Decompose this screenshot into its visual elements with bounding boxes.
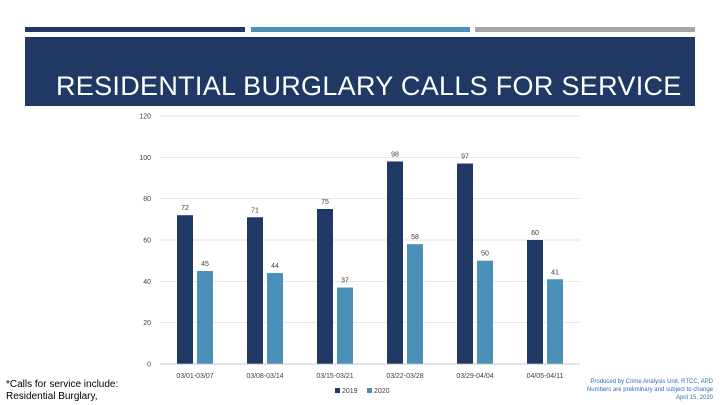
top-stripe-right xyxy=(475,27,695,32)
y-tick-label: 80 xyxy=(143,196,151,203)
y-tick-label: 20 xyxy=(143,320,151,327)
page-title: RESIDENTIAL BURGLARY CALLS FOR SERVICE xyxy=(56,71,682,101)
x-tick-label: 03/29-04/04 xyxy=(456,373,493,380)
bar-2019 xyxy=(387,161,403,364)
credits: Produced by Crime Analysis Unit, RTCC, A… xyxy=(587,378,713,402)
y-tick-label: 100 xyxy=(139,155,151,162)
bar-2020 xyxy=(337,287,353,364)
credit-line-1: Produced by Crime Analysis Unit, RTCC, A… xyxy=(590,379,713,385)
bar-2019 xyxy=(177,215,193,364)
x-tick-label: 03/01-03/07 xyxy=(176,373,213,380)
footnote-line-2: Residential Burglary, xyxy=(6,391,98,402)
data-label: 98 xyxy=(391,151,399,158)
bar-2020 xyxy=(547,279,563,364)
data-label: 71 xyxy=(251,207,259,214)
data-label: 60 xyxy=(531,230,539,237)
data-label: 41 xyxy=(551,269,559,276)
data-label: 44 xyxy=(271,263,279,270)
top-stripe-left xyxy=(25,27,245,32)
data-label: 72 xyxy=(181,205,189,212)
y-tick-label: 120 xyxy=(139,114,151,121)
title-banner: RESIDENTIAL BURGLARY CALLS FOR SERVICE xyxy=(25,37,695,106)
credit-line-3: April 15, 2020 xyxy=(675,395,713,401)
data-label: 58 xyxy=(411,234,419,241)
data-label: 50 xyxy=(481,251,489,258)
x-tick-label: 03/15-03/21 xyxy=(316,373,353,380)
bar-2019 xyxy=(317,209,333,364)
legend-swatch-2020 xyxy=(367,388,372,393)
y-tick-label: 0 xyxy=(147,362,151,369)
credit-line-2: Numbers are preliminary and subject to c… xyxy=(586,387,713,393)
y-tick-label: 40 xyxy=(143,279,151,286)
legend-label: 2020 xyxy=(374,388,390,395)
data-label: 97 xyxy=(461,154,469,161)
data-label: 75 xyxy=(321,199,329,206)
bar-2019 xyxy=(527,240,543,364)
top-stripe-middle xyxy=(251,27,470,32)
footnote-line-1: *Calls for service include: xyxy=(6,379,119,390)
bar-2020 xyxy=(197,271,213,364)
legend-swatch-2019 xyxy=(335,388,340,393)
x-tick-label: 04/05-04/11 xyxy=(527,373,564,380)
bar-2020 xyxy=(407,244,423,364)
x-tick-label: 03/22-03/28 xyxy=(386,373,423,380)
bar-2019 xyxy=(247,217,263,364)
bar-2019 xyxy=(457,163,473,364)
x-tick-label: 03/08-03/14 xyxy=(246,373,283,380)
bar-2020 xyxy=(477,260,493,364)
bar-2020 xyxy=(267,273,283,364)
y-tick-label: 60 xyxy=(143,238,151,245)
footnote: *Calls for service include: Residential … xyxy=(6,379,118,403)
data-label: 37 xyxy=(341,278,349,285)
data-label: 45 xyxy=(201,261,209,268)
legend-label: 2019 xyxy=(342,388,358,395)
